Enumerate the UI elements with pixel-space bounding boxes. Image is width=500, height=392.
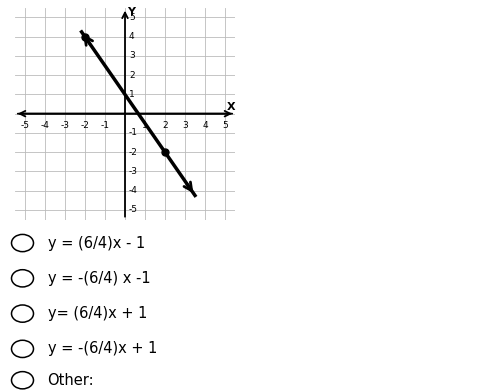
Text: 4: 4 — [202, 122, 208, 131]
Text: 5: 5 — [129, 13, 135, 22]
Text: -3: -3 — [129, 167, 138, 176]
Text: 3: 3 — [129, 51, 135, 60]
Text: -1: -1 — [129, 129, 138, 138]
Text: 3: 3 — [182, 122, 188, 131]
Text: 5: 5 — [222, 122, 228, 131]
Text: Other:: Other: — [48, 373, 94, 388]
Text: -4: -4 — [129, 186, 138, 195]
Text: -4: -4 — [40, 122, 50, 131]
Text: X: X — [226, 102, 235, 112]
Text: -1: -1 — [100, 122, 110, 131]
Text: 1: 1 — [142, 122, 148, 131]
Text: 2: 2 — [129, 71, 134, 80]
Text: -2: -2 — [129, 148, 138, 157]
Text: y= (6/4)x + 1: y= (6/4)x + 1 — [48, 306, 147, 321]
Text: Y: Y — [127, 7, 135, 17]
Text: -5: -5 — [20, 122, 30, 131]
Text: -2: -2 — [80, 122, 90, 131]
Text: -3: -3 — [60, 122, 70, 131]
Text: 4: 4 — [129, 32, 134, 41]
Text: y = -(6/4) x -1: y = -(6/4) x -1 — [48, 271, 150, 286]
Text: y = -(6/4)x + 1: y = -(6/4)x + 1 — [48, 341, 157, 356]
Text: 2: 2 — [162, 122, 168, 131]
Text: y = (6/4)x - 1: y = (6/4)x - 1 — [48, 236, 145, 250]
Text: 1: 1 — [129, 90, 135, 99]
Text: -5: -5 — [129, 205, 138, 214]
